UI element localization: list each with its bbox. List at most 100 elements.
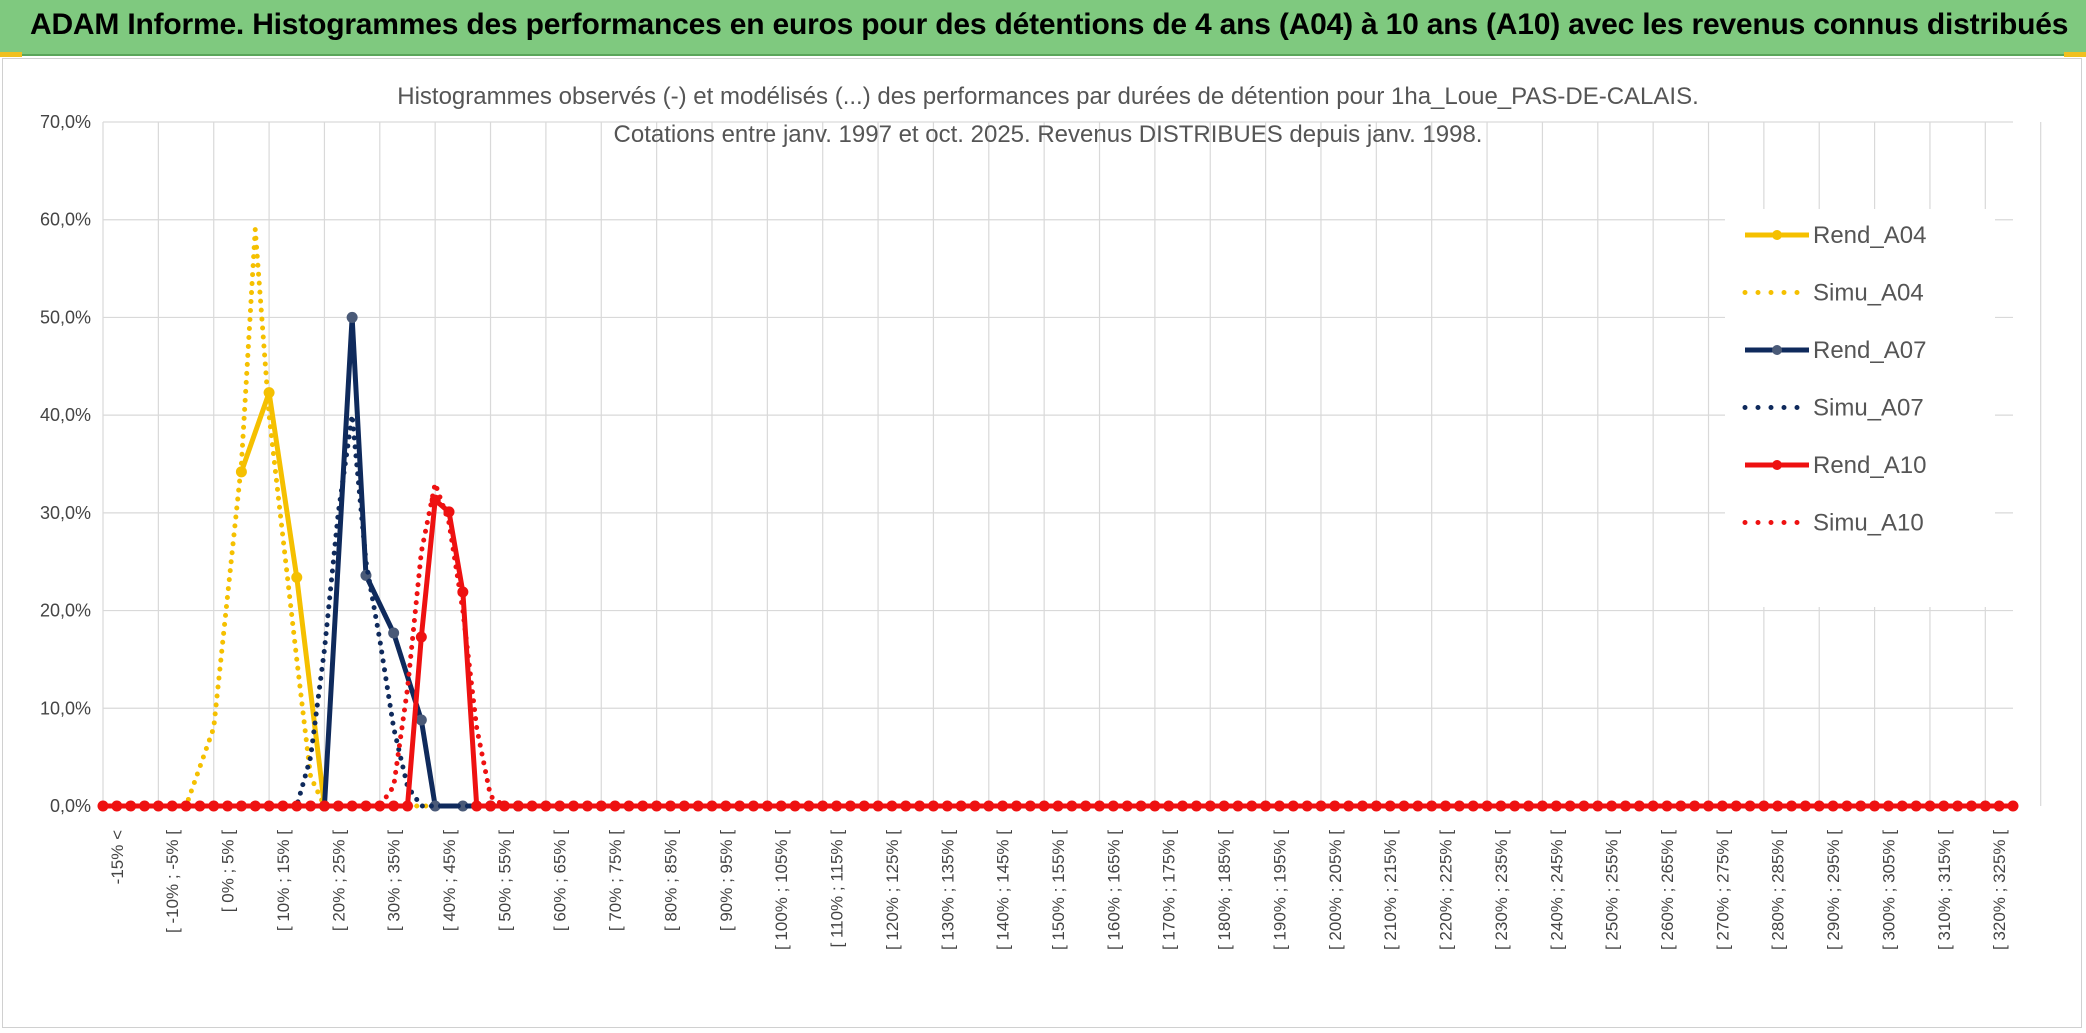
- series-marker: [1066, 800, 1078, 812]
- series-marker: [1578, 800, 1590, 812]
- report-banner: ADAM Informe. Histogrammes des performan…: [0, 0, 2086, 56]
- series-marker: [388, 800, 400, 812]
- x-tick-label: [ 120% ; 125% [: [883, 830, 902, 950]
- series-marker: [1938, 800, 1950, 812]
- x-tick-label: [ 100% ; 105% [: [772, 830, 791, 950]
- series-marker: [623, 800, 635, 812]
- series-marker: [235, 800, 247, 812]
- x-tick-label: [ 200% ; 205% [: [1326, 830, 1345, 950]
- x-tick-label: [ 150% ; 155% [: [1049, 830, 1068, 950]
- x-tick-label: [ 320% ; 325% [: [1990, 830, 2009, 950]
- x-tick-label: [ 290% ; 295% [: [1824, 830, 1843, 950]
- x-tick-label: [ 110% ; 115% [: [828, 830, 847, 948]
- series-marker: [803, 800, 815, 812]
- series-marker: [401, 800, 413, 812]
- series-marker: [595, 800, 607, 812]
- series-marker: [1786, 800, 1798, 812]
- x-tick-label: [ 280% ; 285% [: [1769, 830, 1788, 950]
- report-title: ADAM Informe. Histogrammes des performan…: [30, 8, 2069, 41]
- y-tick-label: 40,0%: [40, 405, 91, 425]
- grid-lines: [102, 121, 2042, 807]
- series-marker: [927, 800, 939, 812]
- series-line-rend-a04: [239, 390, 327, 807]
- series-marker: [1010, 800, 1022, 812]
- legend-label: Rend_A10: [1813, 452, 1926, 479]
- legend-marker: [1772, 460, 1782, 470]
- legend-label: Simu_A04: [1813, 280, 1924, 307]
- x-tick-label: [ 300% ; 305% [: [1879, 830, 1898, 950]
- y-tick-label: 0,0%: [50, 796, 91, 816]
- series-marker: [1758, 800, 1770, 812]
- series-marker: [1287, 800, 1299, 812]
- series-marker: [415, 631, 427, 643]
- series-marker: [1246, 800, 1258, 812]
- series-marker: [1703, 800, 1715, 812]
- series-marker: [291, 571, 303, 583]
- x-tick-label: [ 70% ; 75% [: [606, 830, 625, 931]
- y-tick-label: 70,0%: [40, 112, 91, 132]
- x-tick-label: [ 180% ; 185% [: [1215, 830, 1234, 950]
- series-marker: [678, 800, 690, 812]
- series-marker: [1426, 800, 1438, 812]
- x-tick-label: [ 10% ; 15% [: [274, 830, 293, 931]
- x-tick-label: [ 250% ; 255% [: [1603, 830, 1622, 950]
- series-marker: [1910, 800, 1922, 812]
- legend-marker: [1772, 230, 1782, 240]
- x-tick-label: [ 90% ; 95% [: [717, 830, 736, 931]
- series-line-simu-a10: [100, 481, 2016, 809]
- x-tick-label: [ 40% ; 45% [: [440, 830, 459, 931]
- series-marker: [1107, 800, 1119, 812]
- legend-label: Simu_A10: [1813, 510, 1924, 537]
- series-marker: [748, 800, 760, 812]
- series-marker: [540, 800, 552, 812]
- series-marker: [388, 627, 400, 639]
- series-marker: [485, 800, 497, 812]
- series-marker: [1163, 800, 1175, 812]
- series-marker: [1882, 800, 1894, 812]
- y-tick-label: 50,0%: [40, 307, 91, 327]
- x-tick-label: [ 270% ; 275% [: [1713, 830, 1732, 950]
- series-marker: [1190, 800, 1202, 812]
- y-tick-label: 30,0%: [40, 503, 91, 523]
- series-marker: [1398, 800, 1410, 812]
- x-tick-label: [ 60% ; 65% [: [551, 830, 570, 931]
- x-tick-label: -15% <: [108, 830, 127, 884]
- legend: Rend_A04 Simu_A04 Rend_A07 Simu_A07 Rend_A10…: [1725, 209, 1995, 607]
- x-tick-label: [ -10% ; -5% [: [163, 830, 182, 933]
- series-marker: [1730, 800, 1742, 812]
- x-tick-label: [ 140% ; 145% [: [994, 830, 1013, 950]
- series-marker: [1038, 800, 1050, 812]
- x-tick-label: [ 220% ; 225% [: [1437, 830, 1456, 950]
- banner-corner-accent-right: [2064, 52, 2086, 57]
- banner-corner-accent-left: [0, 52, 22, 57]
- series-marker: [568, 800, 580, 812]
- series-line-simu-a04: [100, 226, 2016, 809]
- data-series: [97, 226, 2019, 812]
- x-tick-label: [ 130% ; 135% [: [938, 830, 957, 950]
- legend-label: Rend_A07: [1813, 337, 1926, 364]
- axis-labels: 0,0% 10,0% 20,0% 30,0% 40,0% 50,0% 60,0% 70,0% -…: [40, 112, 2009, 950]
- series-marker: [415, 714, 427, 726]
- legend-label: Simu_A07: [1813, 395, 1924, 422]
- series-marker: [1315, 800, 1327, 812]
- histogram-chart: 0,0% 10,0% 20,0% 30,0% 40,0% 50,0% 60,0% 70,0% -…: [40, 83, 2042, 950]
- series-marker: [111, 800, 123, 812]
- x-tick-label: [ 240% ; 245% [: [1547, 830, 1566, 950]
- series-marker: [263, 800, 275, 812]
- series-marker: [166, 800, 178, 812]
- x-tick-label: [ 230% ; 235% [: [1492, 830, 1511, 950]
- series-marker: [2007, 800, 2019, 812]
- x-tick-label: [ 50% ; 55% [: [495, 830, 514, 931]
- series-marker: [955, 800, 967, 812]
- series-marker: [1495, 800, 1507, 812]
- x-tick-label: [ 190% ; 195% [: [1270, 830, 1289, 950]
- chart-subtitle: Cotations entre janv. 1997 et oct. 2025.…: [614, 121, 1483, 148]
- series-marker: [457, 800, 469, 812]
- series-marker: [346, 800, 358, 812]
- series-marker: [1370, 800, 1382, 812]
- series-marker: [429, 800, 441, 812]
- series-marker: [1523, 800, 1535, 812]
- chart-area: 0,0% 10,0% 20,0% 30,0% 40,0% 50,0% 60,0% 70,0% -…: [2, 58, 2082, 1028]
- series-marker: [1218, 800, 1230, 812]
- series-marker: [1827, 800, 1839, 812]
